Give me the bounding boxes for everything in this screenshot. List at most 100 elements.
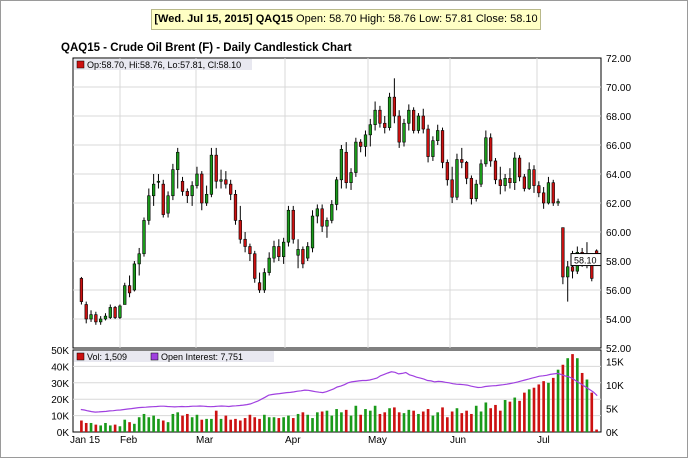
price-tick-label: 56.00: [606, 286, 631, 297]
price-legend-swatch: [76, 60, 85, 69]
candle-body: [431, 140, 435, 157]
candle-body: [546, 182, 551, 204]
volume-bar: [498, 410, 502, 432]
candle-body: [209, 154, 214, 195]
candle-body: [118, 305, 122, 318]
volume-bar: [186, 413, 189, 432]
volume-bar: [84, 422, 88, 432]
volume-bar: [388, 408, 391, 432]
price-tick-label: 52.00: [606, 344, 631, 355]
quote-banner: [Wed. Jul 15, 2015] QAQ15 Open: 58.70 Hi…: [151, 9, 541, 30]
volume-bar: [330, 415, 334, 432]
volume-bar: [446, 417, 449, 432]
volume-bar: [407, 409, 411, 432]
price-tick-label: 58.00: [606, 257, 631, 268]
candle-body: [301, 249, 305, 265]
volume-bar: [402, 413, 406, 432]
candle-body: [180, 180, 185, 192]
volume-bar: [272, 417, 276, 432]
candle-body: [132, 263, 136, 291]
candle-body: [498, 179, 502, 186]
candle-body: [108, 307, 112, 318]
x-tick-label: Mar: [196, 435, 214, 446]
candle-body: [79, 278, 84, 302]
x-tick-label: Apr: [285, 435, 301, 446]
volume-tick-label: 0K: [57, 428, 70, 439]
candle-body: [392, 96, 396, 117]
candle-body: [156, 180, 161, 183]
volume-bar: [258, 418, 261, 432]
volume-bar: [147, 417, 151, 432]
volume-bar: [89, 422, 93, 432]
volume-bar: [436, 412, 440, 432]
candle-body: [224, 179, 228, 185]
price-tick-label: 70.00: [606, 83, 631, 94]
volume-tick-label: 40K: [51, 362, 69, 373]
candle-body: [445, 162, 449, 181]
volume-bar: [417, 413, 420, 432]
volume-bar: [123, 419, 127, 432]
volume-bar: [349, 415, 353, 432]
price-legend-box: [74, 59, 252, 70]
candle-body: [257, 282, 262, 291]
volume-bar: [80, 420, 83, 432]
volume-bar: [383, 412, 387, 432]
candle-body: [455, 159, 459, 198]
volume-bar: [566, 358, 570, 432]
volume-bar: [518, 400, 521, 432]
candle-body: [412, 109, 416, 131]
volume-bar: [595, 429, 598, 432]
candle-body: [566, 266, 570, 278]
x-tick-label: Jul: [537, 435, 550, 446]
volume-bar: [513, 397, 517, 432]
volume-bar: [229, 419, 232, 432]
volume-bar: [282, 417, 285, 432]
volume-bar: [455, 408, 459, 432]
candle-body: [286, 209, 291, 243]
candle-body: [219, 179, 223, 182]
volume-bar: [253, 417, 257, 432]
volume-bar: [316, 412, 319, 432]
candle-body: [103, 315, 108, 320]
x-tick-label: Feb: [120, 435, 138, 446]
oi-legend-text: Open Interest: 7,751: [161, 352, 243, 362]
volume-bar: [484, 402, 488, 432]
candle-body: [532, 169, 536, 186]
candle-body: [421, 115, 425, 130]
volume-bar: [542, 381, 545, 432]
candle-body: [363, 134, 368, 147]
oi-tick-label: 0K: [606, 428, 619, 439]
candle-body: [127, 285, 132, 294]
candle-body: [248, 246, 252, 255]
candle-body: [373, 109, 377, 125]
candle-body: [387, 96, 392, 128]
candle-body: [204, 194, 209, 204]
volume-bar: [465, 410, 468, 432]
candle-body: [113, 307, 117, 318]
volume-tick-label: 50K: [51, 346, 69, 357]
volume-bar: [166, 422, 170, 432]
volume-bar: [580, 372, 584, 432]
oi-legend-swatch: [150, 352, 159, 361]
price-legend-text: Op:58.70, Hi:58.76, Lo:57.81, Cl:58.10: [87, 60, 241, 70]
x-tick-label: May: [368, 435, 387, 446]
banner-date: [Wed. Jul 15, 2015]: [154, 13, 253, 25]
candle-body: [339, 149, 344, 181]
volume-bar: [108, 425, 112, 432]
candle-body: [397, 115, 401, 143]
candle-body: [464, 162, 469, 179]
volume-bar: [152, 415, 155, 432]
candle-body: [517, 157, 522, 178]
candle-body: [460, 159, 464, 163]
volume-bar: [340, 412, 343, 432]
volume-bar: [113, 424, 117, 432]
volume-bar: [104, 422, 107, 432]
candle-body: [137, 253, 141, 265]
volume-bar: [421, 411, 425, 432]
volume-bar: [161, 420, 165, 432]
volume-bar: [450, 411, 454, 432]
candle-body: [272, 246, 276, 259]
candle-body: [142, 220, 146, 255]
candle-body: [123, 285, 127, 305]
volume-bar: [99, 425, 102, 432]
